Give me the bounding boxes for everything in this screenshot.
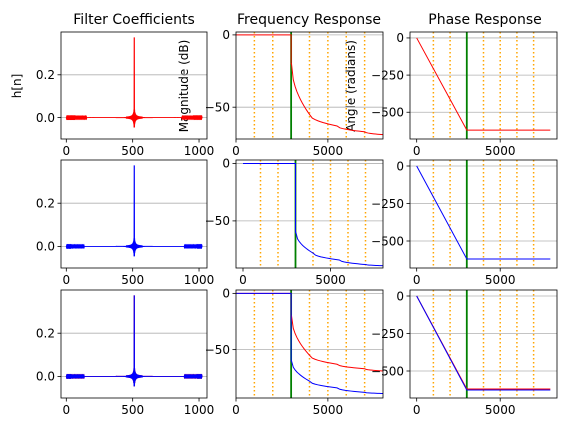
ytick-label: 0 (222, 28, 230, 42)
xtick-label: 500 (121, 403, 144, 417)
ytick-label: −250 (371, 327, 404, 341)
plot-area-r2-c3 (410, 160, 557, 268)
title-frequency: Frequency Response (237, 12, 381, 28)
axes-coefficients-r3 (60, 289, 208, 399)
ytick-label: −50 (205, 214, 230, 228)
plot-area-r1-c2 (236, 32, 383, 139)
plot-area-r1-c3 (410, 32, 557, 139)
axes-frequency-r1 (235, 31, 384, 140)
plot-area-r2-c1 (61, 165, 207, 257)
freq-red-series (236, 34, 383, 136)
plot-area-r3-c1 (61, 295, 207, 387)
phase-blue-series (416, 165, 551, 260)
xtick-label: 5000 (485, 403, 516, 417)
ytick-label: 0.2 (36, 197, 55, 211)
phase-red-series (416, 37, 551, 131)
coeff-red-series (65, 37, 203, 128)
xtick-label: 5000 (313, 144, 344, 158)
axes-coefficients-r1 (60, 31, 208, 140)
ytick-label: −50 (205, 343, 230, 357)
axes-frequency-r3 (235, 289, 384, 399)
title-coefficients: Filter Coefficients (73, 12, 194, 28)
ytick-label: 0.0 (36, 370, 55, 384)
coeff-blue-series (65, 165, 203, 257)
xtick-label: 0 (413, 144, 421, 158)
ytick-label: −500 (371, 106, 404, 120)
xtick-label: 5000 (313, 403, 344, 417)
xtick-label: 0 (232, 144, 240, 158)
plot-area-r3-c3 (410, 290, 557, 398)
xtick-label: 500 (121, 144, 144, 158)
ytick-label: −500 (371, 364, 404, 378)
xtick-label: 0 (413, 273, 421, 287)
ytick-label: −250 (371, 68, 404, 82)
xtick-label: 0 (413, 403, 421, 417)
ytick-label: 0 (396, 31, 404, 45)
xtick-label: 0 (239, 273, 247, 287)
ytick-label: −250 (371, 197, 404, 211)
ytick-label: 0 (396, 159, 404, 173)
ylabel-coefficients: h[n] (10, 74, 24, 99)
axes-frequency-r2 (235, 159, 384, 269)
ylabel-frequency: Magnitude (dB) (177, 40, 191, 133)
ytick-label: 0.0 (36, 240, 55, 254)
ytick-label: 0.2 (36, 68, 55, 82)
ytick-label: −500 (371, 234, 404, 248)
axes-phase-r2 (409, 159, 558, 269)
xtick-label: 1000 (184, 273, 215, 287)
freq-blue-series (243, 162, 383, 267)
xtick-label: 5000 (315, 273, 346, 287)
freq-red-series (236, 292, 383, 372)
xtick-label: 0 (62, 273, 70, 287)
ylabel-phase: Angle (radians) (344, 40, 358, 132)
freq-blue-series (236, 292, 383, 394)
phase-blue-series (416, 295, 551, 391)
coeff-blue-series (65, 295, 203, 387)
plot-area-r1-c1 (61, 37, 207, 128)
xtick-label: 5000 (485, 273, 516, 287)
ytick-label: 0 (396, 289, 404, 303)
xtick-label: 0 (62, 144, 70, 158)
xtick-label: 1000 (184, 144, 215, 158)
ytick-label: 0.2 (36, 327, 55, 341)
axes-coefficients-r2 (60, 159, 208, 269)
xtick-label: 1000 (184, 403, 215, 417)
plot-area-r2-c2 (236, 160, 383, 268)
axes-phase-r1 (409, 31, 558, 140)
xtick-label: 0 (232, 403, 240, 417)
xtick-label: 5000 (485, 144, 516, 158)
ytick-label: 0 (222, 157, 230, 171)
ytick-label: −50 (205, 100, 230, 114)
ytick-label: 0.0 (36, 111, 55, 125)
xtick-label: 500 (121, 273, 144, 287)
plot-area-r3-c2 (236, 290, 383, 398)
xtick-label: 0 (62, 403, 70, 417)
ytick-label: 0 (222, 287, 230, 301)
axes-phase-r3 (409, 289, 558, 399)
title-phase: Phase Response (428, 12, 542, 28)
